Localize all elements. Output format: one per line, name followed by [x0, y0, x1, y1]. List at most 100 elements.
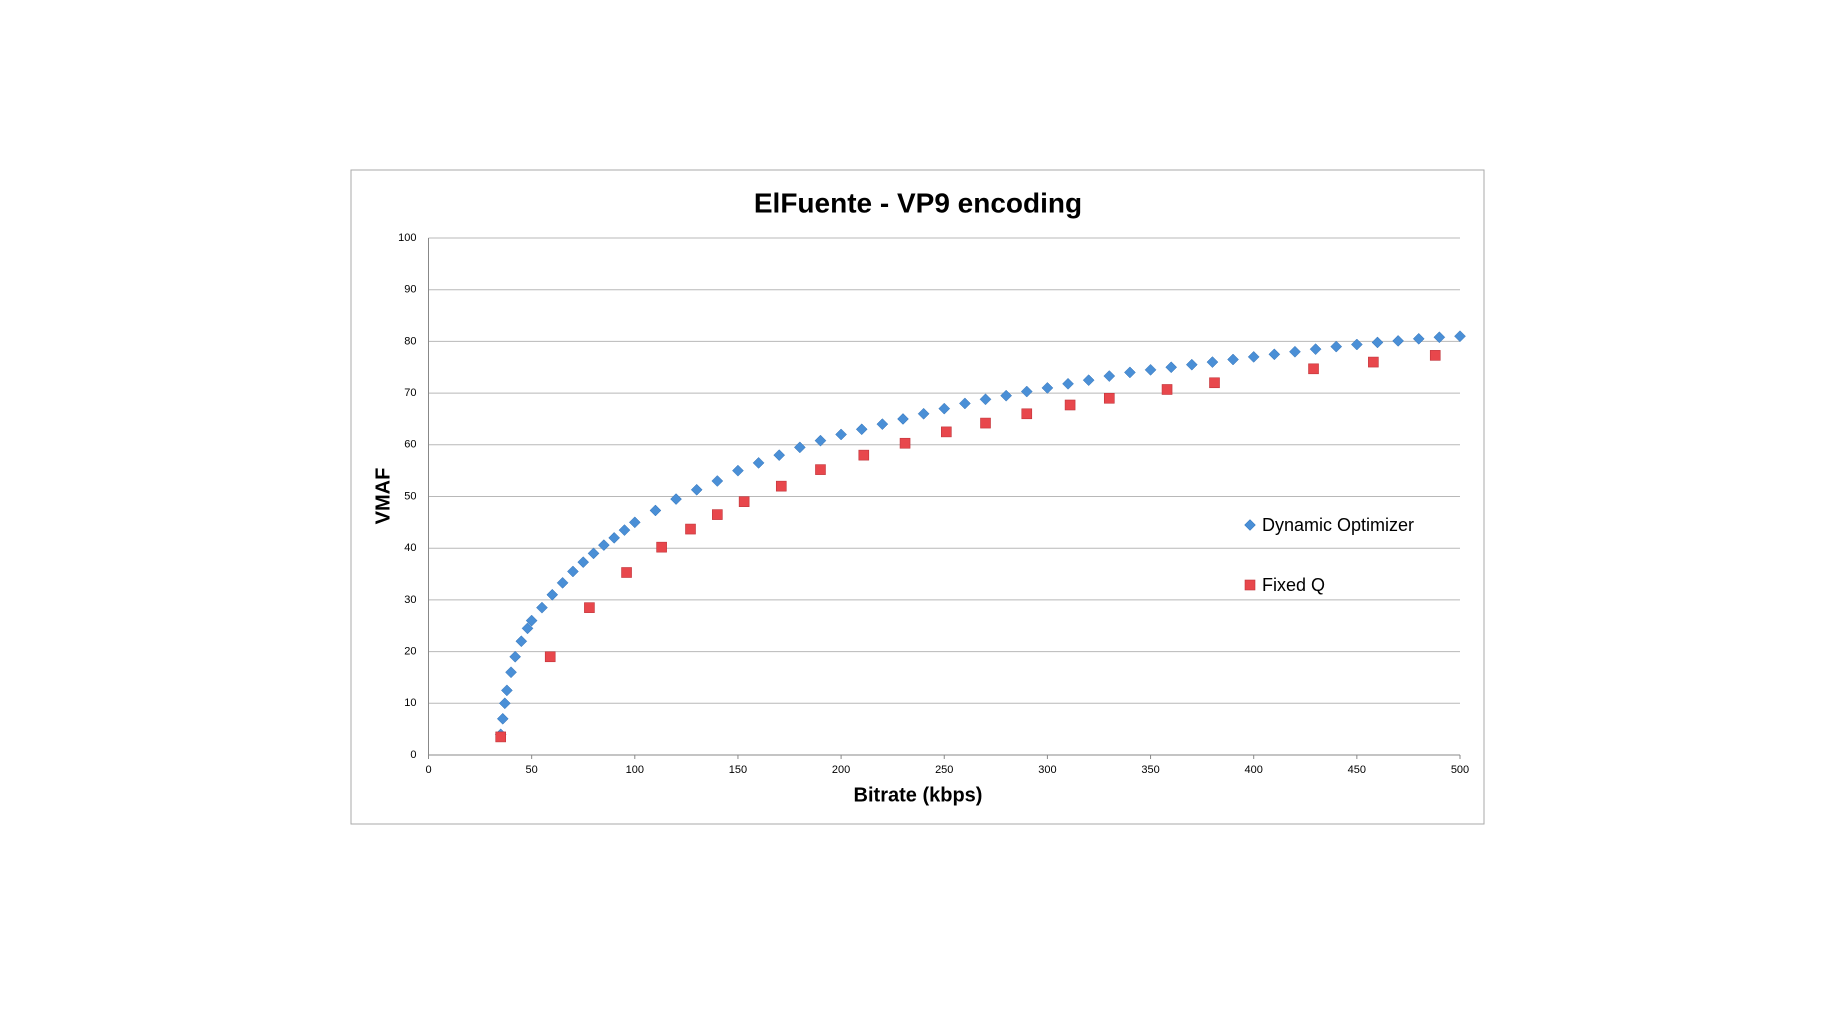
point [521, 622, 534, 635]
point [980, 417, 991, 429]
point [738, 496, 750, 507]
point [814, 434, 827, 447]
point [1247, 351, 1260, 363]
point [1412, 332, 1425, 345]
point [775, 480, 787, 492]
x-axis-title: Bitrate (kbps) [854, 784, 983, 806]
x-tick-label: 300 [1038, 764, 1056, 776]
point [608, 532, 621, 544]
y-tick-label: 40 [404, 542, 416, 554]
point [899, 437, 911, 449]
point [855, 423, 868, 436]
point [1371, 336, 1384, 349]
point [1350, 338, 1363, 351]
point [536, 601, 548, 614]
point [1308, 363, 1319, 375]
point [598, 539, 610, 551]
point [938, 402, 951, 415]
point [495, 731, 507, 743]
point [1185, 358, 1198, 371]
point [1309, 343, 1322, 356]
point [1165, 361, 1178, 374]
y-tick-label: 0 [410, 749, 416, 761]
point [584, 602, 595, 613]
point [1433, 331, 1446, 344]
point [1227, 353, 1239, 366]
x-tick-label: 250 [935, 764, 953, 776]
point [546, 588, 559, 601]
point [917, 407, 930, 420]
x-tick-label: 400 [1245, 764, 1263, 776]
x-tick-label: 350 [1141, 764, 1159, 776]
point [505, 666, 517, 679]
point [577, 556, 590, 569]
point [752, 457, 765, 469]
point [858, 449, 870, 461]
x-tick-label: 200 [832, 764, 850, 776]
point [1082, 374, 1095, 387]
y-tick-label: 100 [398, 232, 416, 244]
y-tick-label: 90 [404, 284, 416, 296]
point [1144, 363, 1157, 376]
x-tick-label: 0 [425, 764, 431, 776]
point [498, 697, 511, 710]
point [621, 567, 632, 578]
point [712, 509, 723, 520]
point [670, 493, 682, 505]
y-tick-label: 30 [404, 594, 416, 606]
point [773, 449, 786, 461]
point [1289, 345, 1301, 358]
point [1209, 377, 1220, 389]
point [656, 541, 667, 553]
point [501, 684, 513, 697]
point [1368, 356, 1379, 368]
point [1330, 340, 1343, 353]
point [544, 651, 556, 663]
point [1041, 382, 1054, 394]
point [1020, 385, 1033, 398]
legend-marker [1244, 519, 1256, 531]
x-tick-label: 500 [1451, 764, 1469, 776]
point [1021, 408, 1033, 420]
point [815, 464, 826, 475]
point [1103, 392, 1115, 404]
legend-marker [1244, 579, 1256, 591]
point [941, 426, 952, 438]
point [876, 418, 889, 430]
y-tick-label: 60 [404, 439, 416, 451]
point [1392, 335, 1404, 347]
point [897, 413, 909, 425]
point [1124, 366, 1136, 379]
point [1062, 377, 1074, 390]
point [1000, 389, 1012, 402]
chart-title: ElFuente - VP9 encoding [754, 187, 1082, 218]
y-tick-label: 20 [404, 646, 416, 658]
point [711, 475, 724, 487]
point [509, 650, 521, 663]
x-tick-label: 50 [526, 764, 538, 776]
point [1103, 370, 1116, 382]
y-axis-title: VMAF [372, 468, 394, 525]
x-tick-label: 450 [1348, 764, 1366, 776]
point [793, 441, 806, 454]
point [618, 524, 631, 536]
point [685, 523, 696, 535]
point [1161, 384, 1173, 395]
point [649, 504, 662, 517]
point [1268, 348, 1281, 361]
point [979, 393, 992, 406]
legend-label: Dynamic Optimizer [1262, 515, 1414, 535]
point [628, 516, 641, 529]
point [525, 614, 538, 627]
x-tick-label: 150 [729, 764, 747, 776]
point [959, 397, 971, 410]
point [835, 428, 847, 441]
point [496, 712, 509, 725]
y-tick-label: 10 [404, 697, 416, 709]
x-tick-label: 100 [626, 764, 644, 776]
y-tick-label: 70 [404, 387, 416, 399]
point [1064, 399, 1076, 411]
point [567, 565, 579, 578]
point [587, 547, 600, 560]
